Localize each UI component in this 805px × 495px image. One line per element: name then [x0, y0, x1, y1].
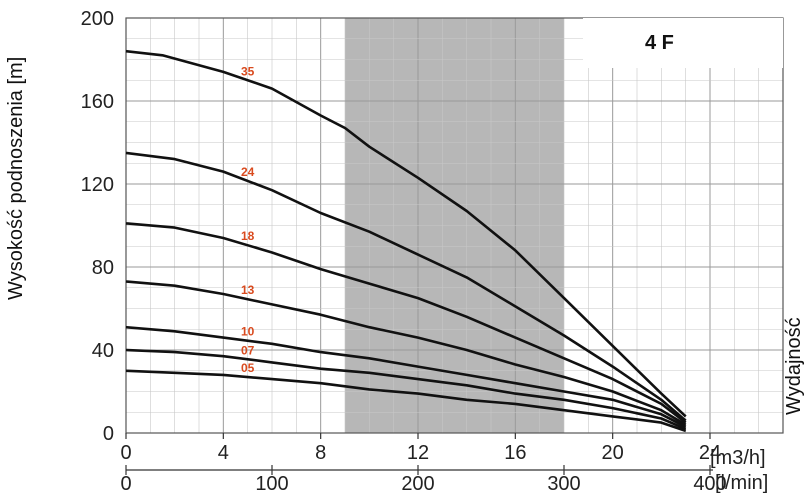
- x-tick-label-lmin: 0: [120, 473, 131, 495]
- axes: [125, 17, 784, 475]
- x-tick-label: 8: [315, 442, 326, 464]
- series-label-18: 18: [241, 229, 255, 243]
- title-box: [583, 18, 783, 68]
- y-tick-label: 0: [103, 423, 114, 445]
- x-tick-label: 20: [602, 442, 624, 464]
- x-tick-label-lmin: 300: [547, 473, 580, 495]
- series-line-10: [125, 325, 687, 428]
- series-label-07: 07: [241, 343, 255, 357]
- x-unit-top: [m3/h]: [710, 447, 766, 469]
- x-tick-label: 24: [699, 442, 721, 464]
- right-axis-title: Wydajność: [783, 317, 805, 415]
- series-line-13: [125, 280, 687, 426]
- series-line-05: [125, 369, 687, 433]
- series-line-24: [125, 151, 687, 422]
- y-tick-label: 120: [81, 174, 114, 196]
- y-tick-label: 160: [81, 91, 114, 113]
- curves: 35 24 18 13 10 07 05: [125, 49, 687, 433]
- y-tick-label: 40: [92, 340, 114, 362]
- chart-title: 4 F: [645, 32, 674, 54]
- x-tick-label: 12: [407, 442, 429, 464]
- grid: [125, 17, 784, 434]
- x-tick-label-lmin: 400: [693, 473, 726, 495]
- y-tick-label: 80: [92, 257, 114, 279]
- series-line-35: [125, 49, 687, 418]
- x-tick-label-lmin: 100: [255, 473, 288, 495]
- y-tick-label: 200: [81, 8, 114, 30]
- tick-labels: 0 40 80 120 160 200 0 4 8 12 16 20 24 0 100 200 300 400: [81, 8, 727, 495]
- series-label-35: 35: [241, 64, 255, 78]
- series-label-10: 10: [241, 325, 255, 339]
- x-unit-bottom: [l/min]: [715, 472, 768, 494]
- series-label-13: 13: [241, 283, 255, 297]
- x-tick-label: 0: [120, 442, 131, 464]
- x-tick-label: 4: [218, 442, 229, 464]
- series-label-05: 05: [241, 361, 255, 375]
- x-tick-label: 16: [504, 442, 526, 464]
- series-line-07: [125, 348, 687, 431]
- x-tick-label-lmin: 200: [401, 473, 434, 495]
- series-line-18: [125, 222, 687, 424]
- plot-frame: [125, 17, 784, 434]
- series-label-24: 24: [241, 165, 255, 179]
- y-axis-title: Wysokość podnoszenia [m]: [5, 57, 27, 300]
